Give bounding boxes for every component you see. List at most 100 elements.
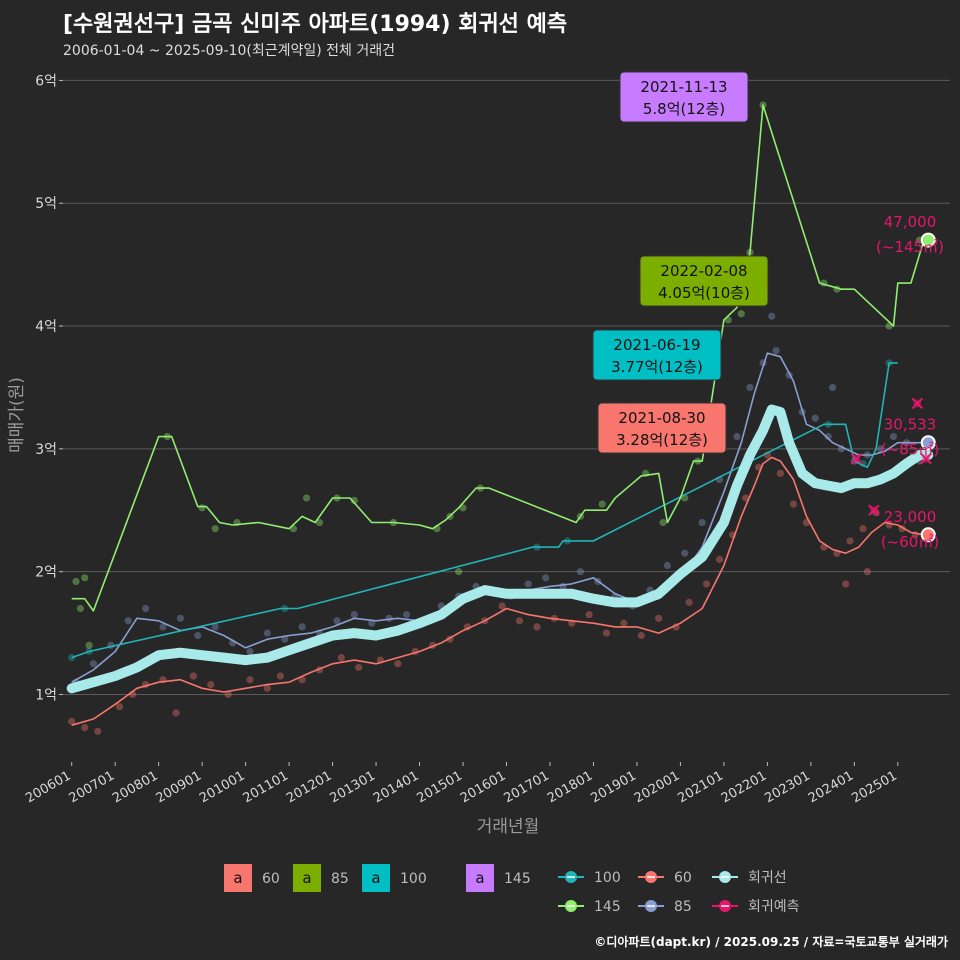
annotation-price: 3.28억(12층)	[616, 431, 708, 449]
forecast-point	[869, 506, 878, 515]
x-tick-label: 200901	[154, 768, 204, 806]
annotation-box-145	[619, 71, 749, 123]
scatter-point-85	[889, 432, 898, 441]
scatter-point-145	[76, 604, 84, 613]
annotation-price: 5.8억(12층)	[643, 100, 725, 118]
scatter-point-85	[350, 611, 358, 619]
x-tick-label: 202001	[632, 768, 682, 806]
scatter-point-145	[737, 310, 745, 318]
scatter-point-145	[350, 496, 358, 505]
scatter-point-85	[768, 312, 776, 320]
forecast-price-label: 30,533	[884, 416, 937, 434]
x-tick-label: 200701	[67, 768, 117, 806]
annotation-price: 4.05억(10층)	[658, 284, 750, 302]
forecast-point	[922, 454, 931, 463]
annotation-date: 2021-08-30	[618, 409, 705, 427]
legend-line-label: 회귀선	[748, 870, 787, 886]
scatter-point-60	[842, 580, 850, 588]
forecast-point	[913, 399, 922, 408]
scatter-point-60	[263, 684, 271, 692]
line-layer	[71, 104, 925, 726]
scatter-point-85	[194, 631, 202, 640]
annotation-box-100	[592, 329, 722, 381]
scatter-point-60	[715, 555, 724, 563]
legend-fill-label: 100	[400, 871, 427, 887]
scatter-point-60	[276, 672, 285, 680]
x-tick-label: 200801	[110, 768, 160, 806]
forecast-point	[852, 454, 861, 463]
scatter-point-85	[829, 383, 837, 392]
axis-layer: 1억 2억 3억 4억 5억 6억 2006012007012008012009012010…	[23, 73, 900, 806]
scatter-point-60	[81, 724, 89, 732]
scatter-point-60	[685, 598, 693, 606]
x-tick-label: 201201	[284, 768, 334, 806]
regression-layer	[66, 404, 934, 694]
scatter-point-145	[198, 504, 206, 512]
scatter-point-60	[846, 537, 854, 545]
scatter-point-60	[115, 703, 124, 711]
scatter-point-60	[859, 525, 867, 533]
scatter-point-85	[368, 619, 376, 627]
scatter-point-85	[811, 414, 819, 422]
forecast-price-label: 47,000	[884, 213, 937, 231]
legend-line-label: 100	[594, 870, 621, 886]
legend-fill-label: 145	[504, 871, 531, 887]
legend-fill-glyph: a	[371, 869, 380, 887]
scatter-point-85	[681, 549, 689, 557]
legend-fill-key-85	[293, 864, 321, 892]
scatter-point-85	[524, 580, 532, 588]
legend-layer: a 60 a 85 a 100 a 145 100 60 회귀선 145 85 회귀예측	[224, 864, 800, 915]
scatter-point-145	[85, 641, 93, 649]
x-tick-label: 201501	[415, 768, 465, 806]
scatter-point-85	[298, 623, 306, 631]
x-tick-label: 202201	[719, 768, 769, 806]
scatter-point-60	[585, 611, 593, 619]
scatter-point-85	[142, 604, 150, 613]
scatter-point-85	[663, 561, 671, 570]
scatter-point-85	[876, 445, 885, 453]
scatter-point-60	[637, 631, 645, 640]
scatter-point-60	[394, 660, 402, 668]
scatter-point-85	[263, 629, 271, 637]
scatter-point-60	[224, 690, 232, 699]
scatter-point-60	[515, 617, 524, 625]
x-tick-label: 202401	[806, 768, 856, 806]
annotation-date: 2021-06-19	[613, 336, 700, 354]
scatter-point-85	[211, 623, 219, 631]
scatter-point-85	[772, 346, 780, 355]
scatter-point-60	[776, 469, 785, 478]
scatter-point-85	[824, 432, 832, 441]
y-tick-label: 3억	[35, 442, 57, 458]
scatter-point-85	[402, 611, 411, 619]
scatter-point-60	[189, 672, 198, 680]
scatter-point-60	[742, 494, 750, 502]
scatter-point-60	[94, 727, 102, 735]
legend-line-label: 회귀예측	[748, 899, 800, 915]
scatter-point-145	[659, 518, 667, 527]
scatter-point-85	[542, 574, 550, 582]
scatter-point-60	[172, 709, 180, 717]
scatter-point-60	[355, 663, 363, 672]
scatter-point-85	[333, 617, 341, 625]
scatter-point-85	[746, 383, 754, 392]
scatter-point-145	[81, 574, 89, 582]
legend-fill-label: 60	[262, 871, 280, 887]
scatter-point-60	[620, 619, 628, 627]
legend-fill-glyph: a	[233, 869, 242, 887]
x-tick-label: 202501	[849, 768, 899, 806]
forecast-area-label: (~60㎡)	[881, 533, 939, 551]
x-tick-label: 201101	[241, 768, 291, 806]
scatter-point-85	[89, 660, 98, 668]
scatter-point-145	[211, 525, 219, 533]
scatter-point-60	[68, 717, 76, 726]
y-tick-label: 6억	[35, 73, 57, 89]
scatter-point-85	[176, 614, 184, 622]
y-tick-label: 4억	[35, 319, 57, 335]
credit-text: ©디아파트(dapt.kr) / 2025.09.25 / 자료=국토교통부 실…	[594, 935, 948, 949]
x-tick-label: 201901	[588, 768, 638, 806]
legend-fill-glyph: a	[302, 869, 311, 887]
x-tick-label: 201301	[328, 768, 378, 806]
x-tick-label: 202301	[762, 768, 812, 806]
forecast-end-point	[920, 527, 936, 543]
